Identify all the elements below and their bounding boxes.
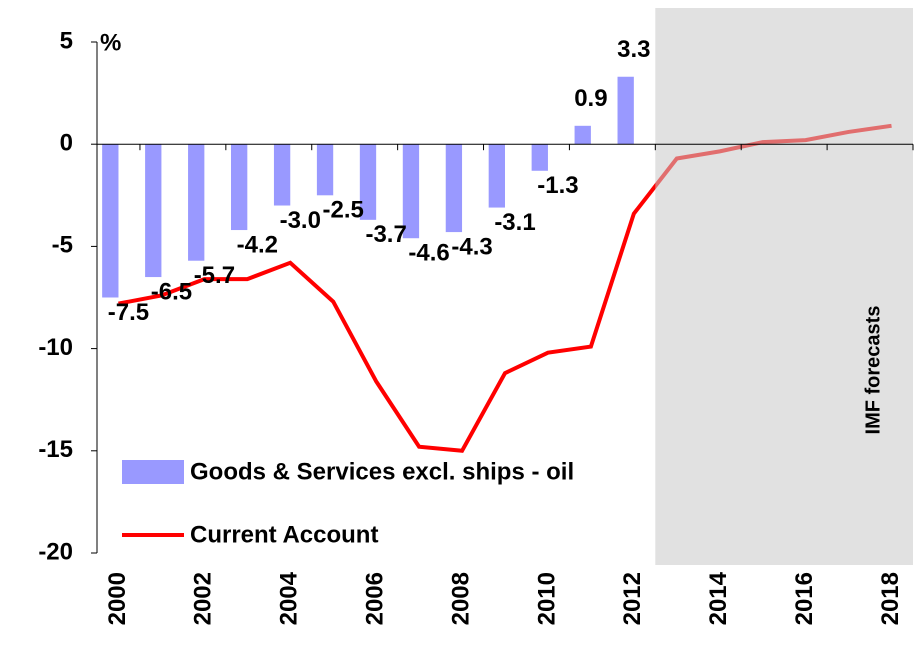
y-tick-label: -10 bbox=[38, 334, 73, 361]
y-tick-label: 5 bbox=[60, 27, 73, 54]
x-tick-label: 2008 bbox=[447, 572, 474, 625]
bar bbox=[574, 125, 591, 145]
data-label: -5.7 bbox=[194, 262, 235, 289]
bar bbox=[445, 144, 463, 233]
bar bbox=[273, 144, 291, 206]
data-label: -7.5 bbox=[108, 299, 149, 326]
bar bbox=[531, 144, 548, 171]
bar bbox=[316, 144, 334, 196]
data-label: -3.0 bbox=[280, 207, 321, 234]
forecast-shade bbox=[655, 8, 913, 565]
bar bbox=[488, 144, 505, 208]
x-tick-label: 2014 bbox=[705, 571, 732, 625]
bar bbox=[145, 144, 162, 278]
data-label: -4.2 bbox=[237, 231, 278, 258]
legend-swatch bbox=[122, 460, 184, 484]
y-tick-label: -15 bbox=[38, 436, 73, 463]
bar bbox=[188, 144, 205, 261]
x-tick-label: 2006 bbox=[362, 572, 389, 625]
legend-label: Goods & Services excl. ships - oil bbox=[190, 458, 574, 485]
x-tick-label: 2000 bbox=[104, 572, 131, 625]
x-tick-label: 2002 bbox=[190, 572, 217, 625]
x-tick-label: 2016 bbox=[791, 572, 818, 625]
x-tick-label: 2004 bbox=[276, 571, 303, 625]
data-label: -6.5 bbox=[151, 278, 192, 305]
data-label: -4.6 bbox=[408, 240, 449, 267]
bar bbox=[102, 144, 119, 298]
y-tick-label: -5 bbox=[52, 232, 73, 259]
legend-label: Current Account bbox=[190, 521, 378, 548]
bar bbox=[617, 76, 634, 145]
data-label: 3.3 bbox=[617, 36, 650, 63]
x-tick-label: 2010 bbox=[533, 572, 560, 625]
annotation: IMF forecasts bbox=[862, 306, 884, 435]
bar bbox=[402, 144, 420, 239]
y-tick-label: -20 bbox=[38, 538, 73, 565]
y-axis-unit: % bbox=[100, 29, 121, 56]
data-label: -1.3 bbox=[537, 172, 578, 199]
data-label: -3.7 bbox=[365, 221, 406, 248]
bar bbox=[359, 144, 377, 220]
y-tick-label: 0 bbox=[60, 130, 73, 157]
data-label: -2.5 bbox=[323, 197, 364, 224]
x-tick-label: 2012 bbox=[619, 572, 646, 625]
data-label: 0.9 bbox=[574, 85, 607, 112]
data-label: -3.1 bbox=[494, 209, 535, 236]
x-tick-label: 2018 bbox=[877, 572, 904, 625]
data-label: -4.3 bbox=[451, 233, 492, 260]
bar bbox=[230, 144, 248, 231]
